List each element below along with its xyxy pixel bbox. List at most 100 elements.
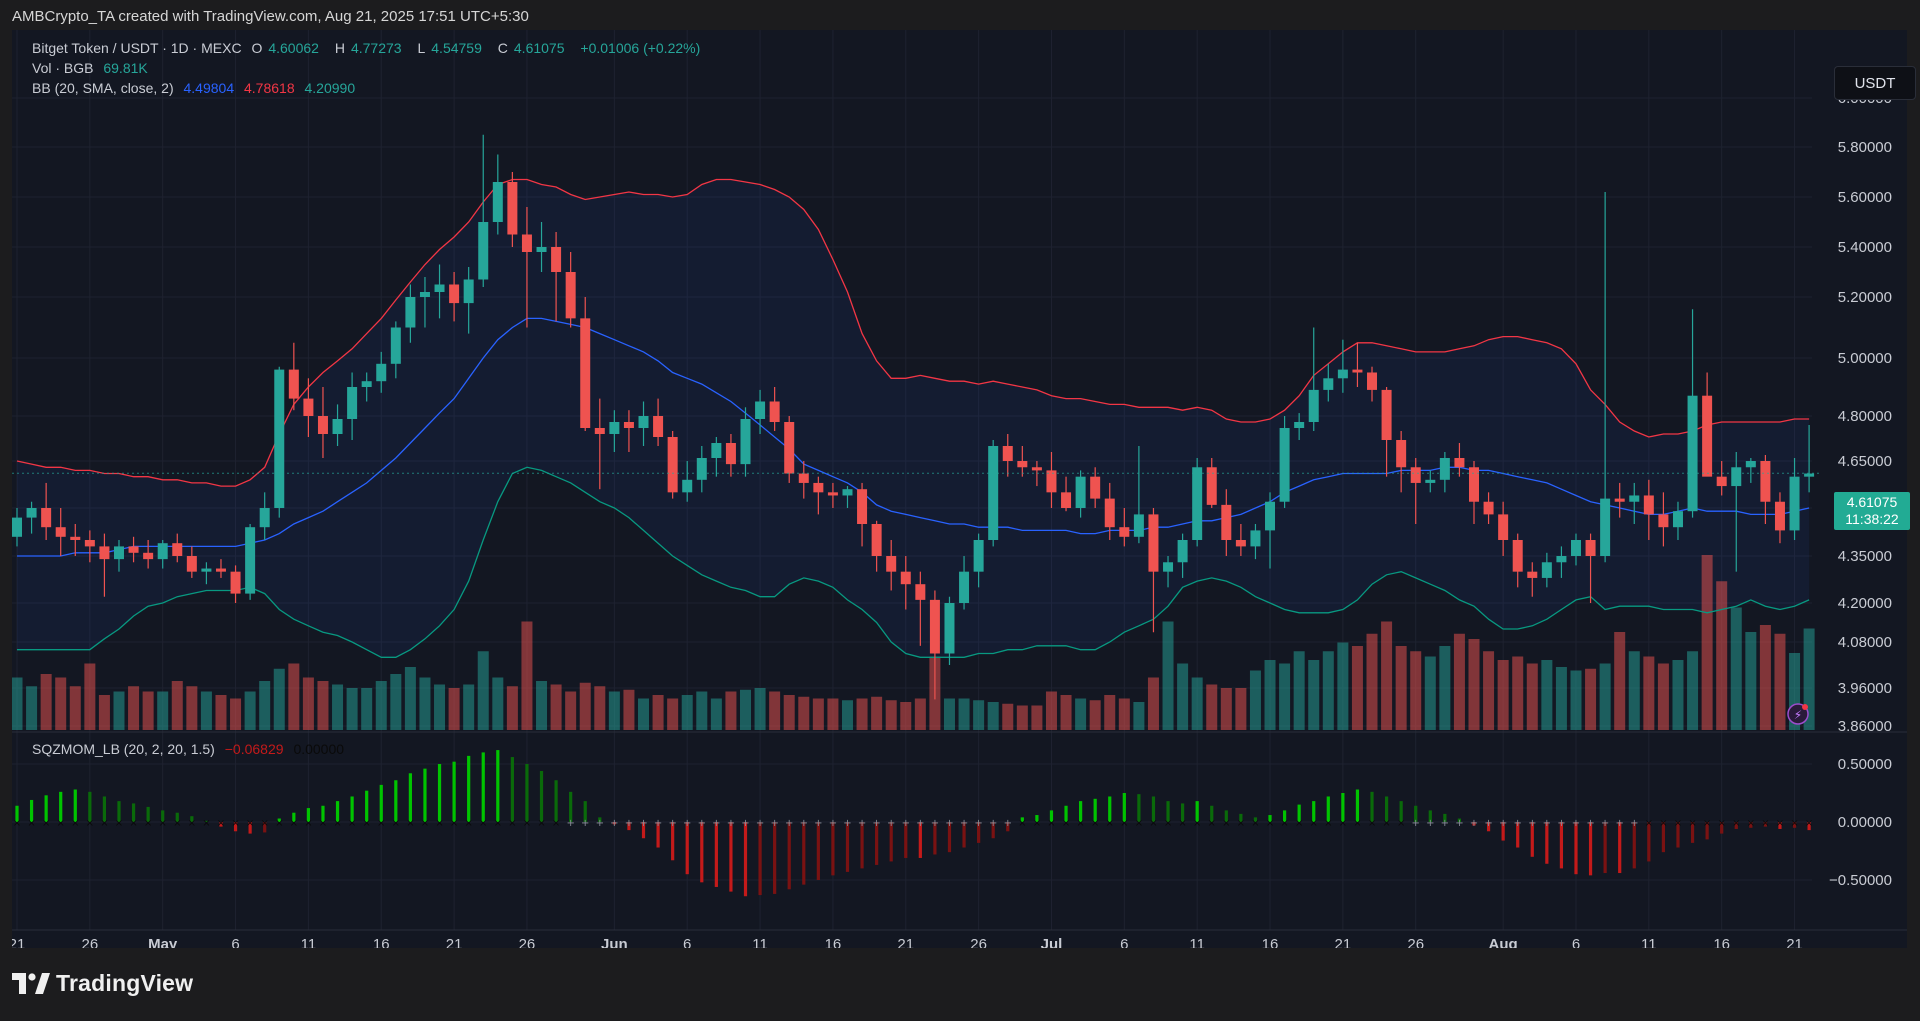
volume-bar xyxy=(1453,633,1465,730)
momentum-bar xyxy=(525,764,529,822)
volume-bar xyxy=(623,689,635,730)
momentum-bar xyxy=(394,780,398,822)
momentum-bar xyxy=(539,770,544,822)
momentum-bar xyxy=(758,822,762,896)
volume-bar xyxy=(1701,555,1713,730)
time-tick-label: 21 xyxy=(446,936,463,948)
squeeze-dot: × xyxy=(1805,818,1813,829)
volume-bar xyxy=(346,688,358,730)
chart-svg[interactable]: × × × × × × × × × × × × × × × × × × × × × × × × × × × × × × × × × × × × × × + +… xyxy=(12,30,1907,948)
momentum-bar xyxy=(991,822,995,839)
squeeze-dot: × xyxy=(1193,818,1201,829)
squeeze-dot: + xyxy=(770,818,778,829)
momentum-histogram: × × × × × × × × × × × × × × × × × × × × × × × × × × × × × × × × × × × × × × + +… xyxy=(13,750,1813,897)
candle-body xyxy=(186,556,197,572)
candle-body xyxy=(1002,446,1013,461)
candle-body xyxy=(857,489,868,524)
momentum-bar xyxy=(714,822,718,887)
candle-body xyxy=(1585,540,1596,556)
momentum-bar xyxy=(1355,789,1360,822)
candle-body xyxy=(1439,458,1450,480)
candle-body xyxy=(842,489,853,496)
time-tick-label: 11 xyxy=(1189,936,1205,948)
volume-bar xyxy=(1439,646,1451,730)
candle-body xyxy=(1789,476,1800,531)
momentum-bar xyxy=(1195,801,1199,822)
momentum-bar xyxy=(73,789,77,822)
volume-bar xyxy=(1133,702,1145,730)
volume-bar xyxy=(754,688,766,730)
momentum-bar xyxy=(1734,822,1738,829)
volume-bar xyxy=(288,663,300,730)
volume-bar xyxy=(244,691,256,730)
momentum-bar xyxy=(1792,822,1797,828)
volume-bar xyxy=(1424,656,1436,730)
candle-body xyxy=(1804,473,1815,477)
candle-body xyxy=(973,540,984,572)
volume-bar xyxy=(1147,677,1159,730)
candle-body xyxy=(113,546,124,560)
candle-body xyxy=(696,458,707,480)
momentum-bar xyxy=(1020,817,1024,822)
volume-bar xyxy=(812,698,824,730)
volume-bar xyxy=(273,668,285,730)
candle-body xyxy=(1614,498,1625,502)
candle-body xyxy=(1410,467,1421,483)
volume-bar xyxy=(1789,653,1801,730)
candle-body xyxy=(1381,389,1392,440)
momentum-bar xyxy=(845,822,850,872)
squeeze-dot: × xyxy=(144,818,152,829)
candle-body xyxy=(1483,501,1494,515)
squeeze-dot: + xyxy=(1528,818,1536,829)
squeeze-dot: × xyxy=(1266,818,1274,829)
momentum-bar xyxy=(1093,798,1097,822)
squeeze-dot: × xyxy=(1208,818,1216,829)
volume-bar xyxy=(98,695,110,730)
momentum-bar xyxy=(1239,813,1243,822)
candle-body xyxy=(1454,458,1465,468)
bb-basis-value: 4.49804 xyxy=(183,80,235,96)
price-axis: 6.000005.800005.600005.400005.200005.000… xyxy=(1829,90,1892,889)
currency-button[interactable]: USDT xyxy=(1834,66,1916,100)
squeeze-dot: × xyxy=(537,818,545,829)
candle-body xyxy=(725,443,736,465)
volume-bar xyxy=(1249,670,1261,730)
momentum-bar xyxy=(1690,822,1695,843)
momentum-bar xyxy=(743,822,748,897)
squeeze-dot: + xyxy=(800,818,808,829)
candle-body xyxy=(1206,467,1217,505)
chart-area[interactable]: × × × × × × × × × × × × × × × × × × × × × × × × × × × × × × × × × × × × × × + +… xyxy=(12,30,1916,948)
volume-bar xyxy=(1177,663,1189,730)
volume-bar xyxy=(332,684,344,730)
squeeze-dot: + xyxy=(1543,818,1551,829)
time-tick-label: 26 xyxy=(82,936,99,948)
momentum-bar xyxy=(904,822,908,858)
candle-body xyxy=(1250,530,1261,547)
squeeze-dot: × xyxy=(1295,818,1303,829)
momentum-bar xyxy=(875,822,879,865)
momentum-bar xyxy=(350,796,354,822)
candle-body xyxy=(1702,395,1713,477)
squeeze-dot: + xyxy=(858,818,866,829)
momentum-bar xyxy=(467,755,471,822)
candle-body xyxy=(1308,389,1319,422)
volume-bar xyxy=(638,698,650,730)
last-price-tag: 4.61075 11:38:22 xyxy=(1834,492,1910,530)
time-tick-label: 21 xyxy=(12,936,25,948)
volume-bar xyxy=(404,667,416,730)
tradingview-logo[interactable]: TradingView xyxy=(12,970,193,997)
volume-bar xyxy=(885,700,897,730)
volume-bar xyxy=(1512,656,1524,730)
momentum-bar xyxy=(1282,810,1287,822)
volume-bar xyxy=(987,702,999,730)
squeeze-dot: × xyxy=(348,818,356,829)
squeeze-dot: × xyxy=(508,818,516,829)
momentum-bar xyxy=(1778,822,1782,829)
bb-basis-line xyxy=(17,317,1810,557)
candle-body xyxy=(201,568,212,572)
squeeze-dot: + xyxy=(1441,818,1449,829)
squeeze-dot: × xyxy=(57,818,65,829)
momentum-bar xyxy=(1064,805,1068,822)
squeeze-dot: + xyxy=(1412,818,1420,829)
volume-bar xyxy=(1235,688,1247,730)
